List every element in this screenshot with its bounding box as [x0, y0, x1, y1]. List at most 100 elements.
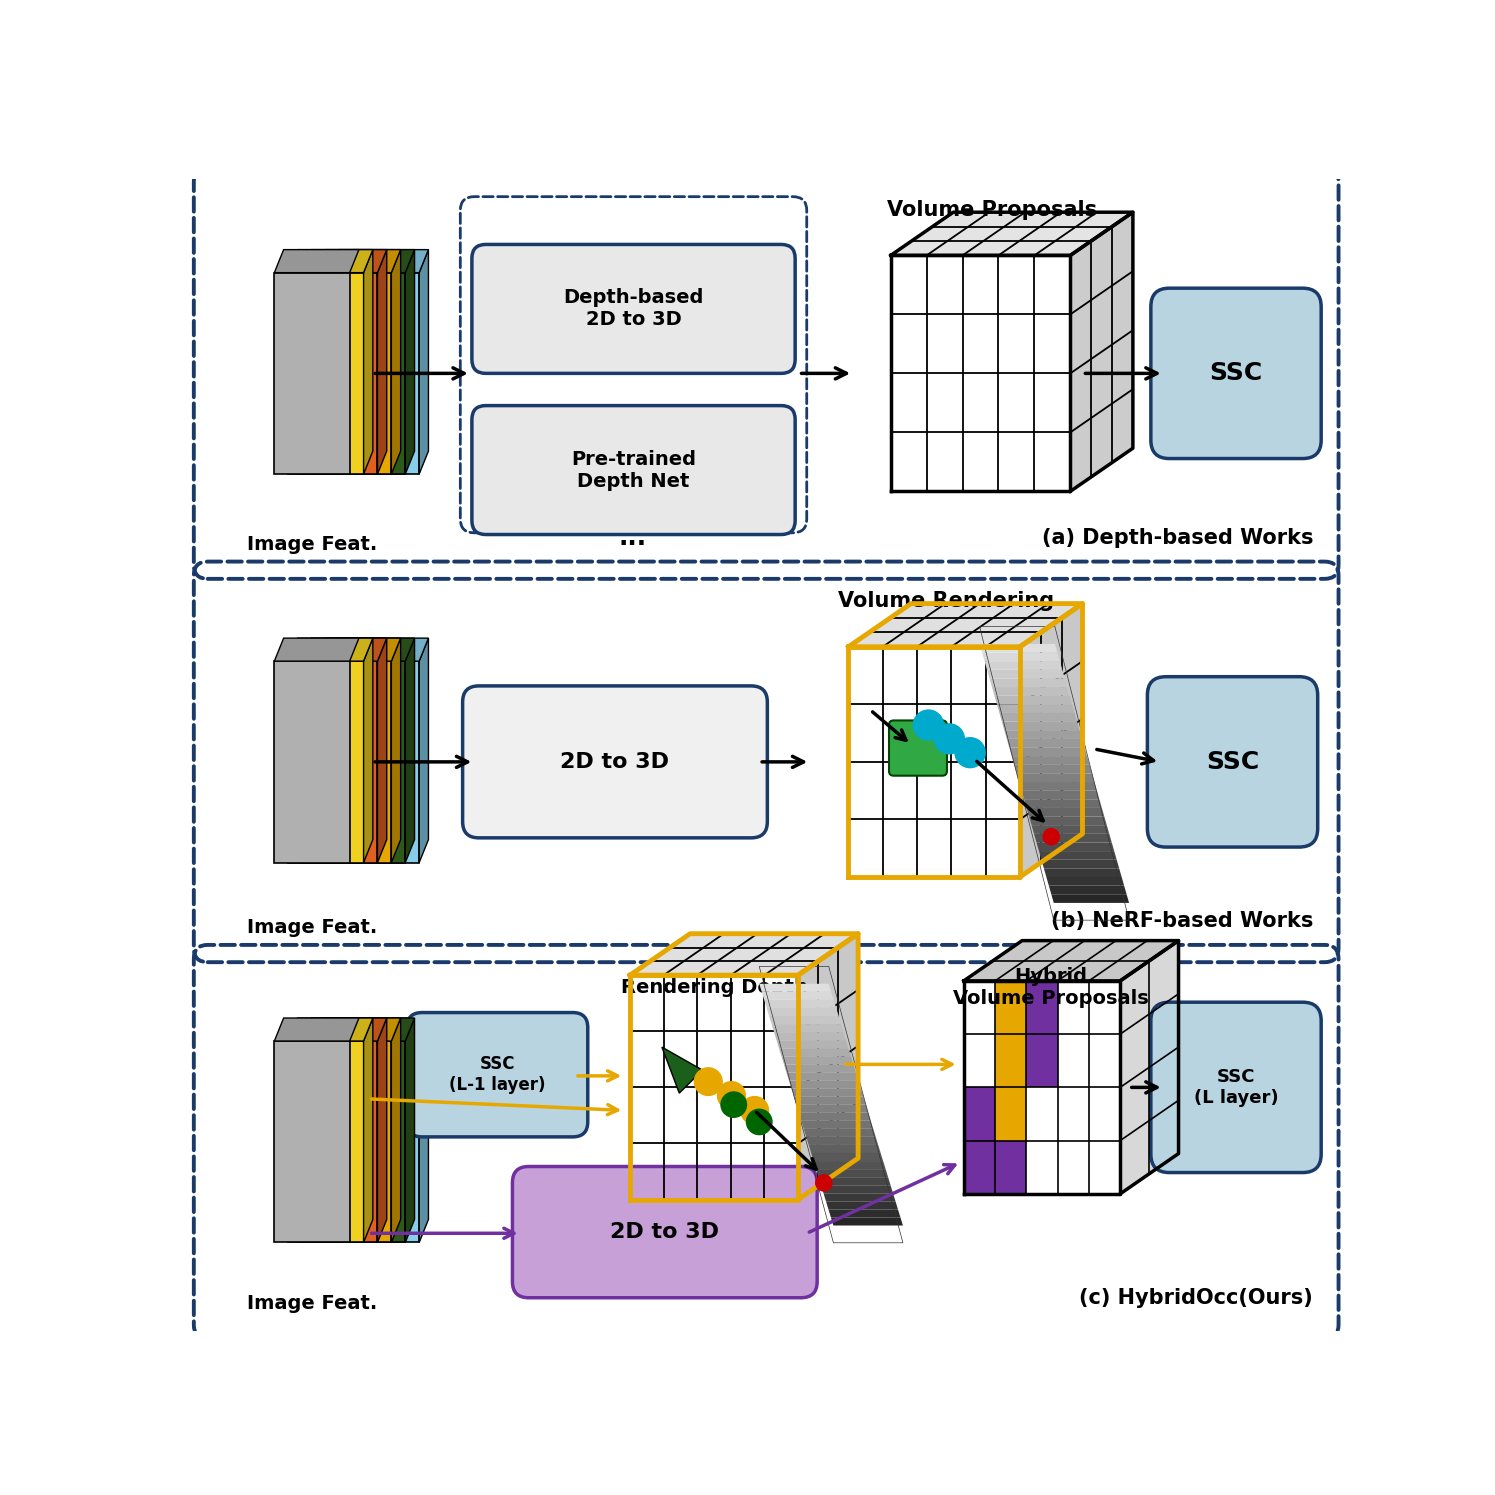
Polygon shape — [1014, 765, 1091, 773]
Polygon shape — [330, 250, 414, 272]
Polygon shape — [1051, 894, 1129, 903]
Polygon shape — [419, 638, 429, 863]
FancyBboxPatch shape — [472, 405, 795, 535]
FancyBboxPatch shape — [890, 721, 946, 776]
Text: SSC: SSC — [1209, 362, 1263, 386]
Polygon shape — [1046, 878, 1124, 885]
Text: SSC
(L-1 layer): SSC (L-1 layer) — [448, 1055, 546, 1094]
FancyBboxPatch shape — [964, 1087, 996, 1141]
Text: Volume Proposals: Volume Proposals — [887, 200, 1097, 220]
Polygon shape — [779, 1048, 851, 1057]
Polygon shape — [982, 652, 1060, 661]
Polygon shape — [1012, 756, 1090, 765]
Polygon shape — [392, 638, 401, 863]
Polygon shape — [275, 1041, 350, 1242]
Polygon shape — [1005, 730, 1082, 739]
Polygon shape — [315, 638, 401, 661]
Polygon shape — [315, 1018, 401, 1041]
FancyBboxPatch shape — [849, 647, 1020, 878]
Polygon shape — [798, 1112, 870, 1121]
Polygon shape — [275, 638, 359, 661]
Polygon shape — [759, 984, 831, 991]
Circle shape — [740, 1097, 768, 1124]
Polygon shape — [289, 1041, 363, 1242]
Circle shape — [955, 737, 985, 767]
Polygon shape — [789, 1081, 861, 1088]
Polygon shape — [767, 1008, 839, 1017]
Polygon shape — [315, 272, 392, 474]
Polygon shape — [1020, 604, 1082, 878]
Polygon shape — [275, 250, 359, 272]
Polygon shape — [985, 661, 1063, 670]
Polygon shape — [1042, 860, 1120, 869]
Text: Hybrid
Volume Proposals: Hybrid Volume Proposals — [954, 967, 1150, 1008]
Polygon shape — [315, 1041, 392, 1242]
Circle shape — [1044, 828, 1060, 845]
Polygon shape — [990, 679, 1067, 688]
Polygon shape — [392, 250, 401, 474]
Polygon shape — [275, 661, 350, 863]
FancyBboxPatch shape — [1026, 981, 1057, 1035]
Polygon shape — [1036, 843, 1114, 851]
Polygon shape — [344, 661, 419, 863]
FancyBboxPatch shape — [1088, 981, 1120, 1035]
FancyBboxPatch shape — [1088, 1035, 1120, 1087]
Polygon shape — [302, 1018, 387, 1041]
FancyBboxPatch shape — [1088, 1141, 1120, 1195]
Text: (b) NeRF-based Works: (b) NeRF-based Works — [1051, 910, 1313, 931]
Polygon shape — [804, 1129, 876, 1136]
Polygon shape — [405, 638, 414, 863]
FancyBboxPatch shape — [1057, 1035, 1088, 1087]
Polygon shape — [377, 250, 387, 474]
Polygon shape — [819, 1177, 891, 1186]
Polygon shape — [289, 272, 363, 474]
Polygon shape — [776, 1041, 849, 1048]
Text: Rendering Depth: Rendering Depth — [620, 978, 807, 997]
Polygon shape — [419, 1018, 429, 1242]
FancyBboxPatch shape — [1057, 981, 1088, 1035]
Polygon shape — [825, 1202, 898, 1209]
Polygon shape — [344, 1018, 429, 1041]
Circle shape — [694, 1067, 722, 1096]
FancyBboxPatch shape — [1026, 1141, 1057, 1195]
FancyBboxPatch shape — [964, 1141, 996, 1195]
Polygon shape — [302, 661, 377, 863]
Polygon shape — [363, 638, 372, 863]
Circle shape — [913, 710, 943, 740]
Polygon shape — [1044, 869, 1121, 878]
FancyBboxPatch shape — [1151, 289, 1322, 459]
Text: Depth-based
2D to 3D: Depth-based 2D to 3D — [564, 289, 704, 329]
Text: Image Feat.: Image Feat. — [247, 918, 377, 937]
Polygon shape — [771, 1024, 843, 1032]
FancyBboxPatch shape — [996, 1087, 1026, 1141]
Polygon shape — [1002, 722, 1079, 730]
Polygon shape — [993, 688, 1070, 695]
Polygon shape — [405, 1018, 414, 1242]
Polygon shape — [824, 1193, 896, 1202]
FancyBboxPatch shape — [996, 1035, 1026, 1087]
Polygon shape — [891, 212, 1133, 256]
FancyBboxPatch shape — [1057, 1141, 1088, 1195]
Text: 2D to 3D: 2D to 3D — [610, 1221, 719, 1242]
FancyBboxPatch shape — [472, 245, 795, 374]
Polygon shape — [419, 250, 429, 474]
Text: Pre-trained
Depth Net: Pre-trained Depth Net — [571, 450, 697, 490]
Circle shape — [718, 1081, 746, 1109]
Polygon shape — [289, 661, 363, 863]
Polygon shape — [363, 1018, 372, 1242]
Polygon shape — [275, 1018, 359, 1041]
FancyBboxPatch shape — [629, 975, 798, 1199]
Circle shape — [816, 1175, 833, 1192]
Polygon shape — [964, 940, 1178, 981]
Polygon shape — [798, 934, 858, 1199]
Polygon shape — [330, 661, 405, 863]
Polygon shape — [1120, 940, 1178, 1195]
Polygon shape — [768, 1017, 842, 1024]
FancyBboxPatch shape — [513, 1166, 818, 1298]
Polygon shape — [1035, 834, 1112, 843]
Polygon shape — [392, 1018, 401, 1242]
Polygon shape — [377, 1018, 387, 1242]
Polygon shape — [783, 1064, 857, 1072]
Polygon shape — [662, 1046, 703, 1093]
FancyBboxPatch shape — [1057, 1087, 1088, 1141]
